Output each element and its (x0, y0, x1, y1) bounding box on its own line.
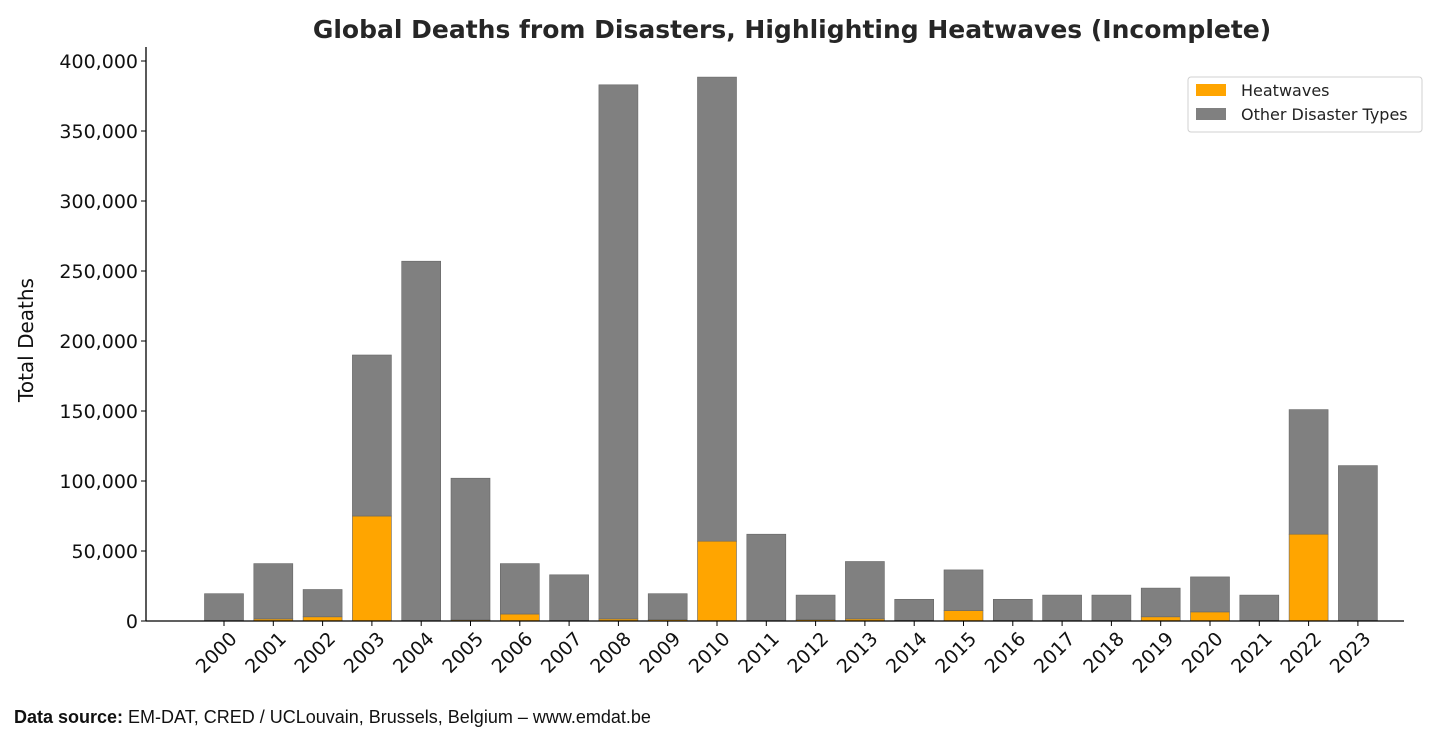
bar-other-2014 (894, 598, 935, 621)
x-tick-label: 2022 (1276, 628, 1326, 678)
bar-other-2021 (1239, 594, 1280, 621)
legend-swatch-other (1196, 108, 1226, 120)
y-tick-label: 100,000 (59, 471, 138, 493)
bar-other-2007 (549, 574, 589, 621)
y-tick-label: 50,000 (72, 541, 138, 563)
bar-other-2020 (1190, 576, 1230, 613)
bar-other-2000 (204, 593, 244, 622)
data-source-note: Data source: EM-DAT, CRED / UCLouvain, B… (14, 707, 651, 728)
x-tick-label: 2003 (340, 628, 390, 678)
bar-other-2012 (795, 594, 836, 620)
bar-other-2016 (992, 598, 1033, 621)
bar-other-2002 (302, 589, 343, 618)
chart-title: Global Deaths from Disasters, Highlighti… (313, 15, 1271, 44)
x-tick-label: 2001 (241, 628, 291, 678)
y-tick-label: 400,000 (59, 51, 138, 73)
y-tick-label: 250,000 (59, 261, 138, 283)
bar-heatwaves-2010 (697, 540, 737, 622)
x-tick-label: 2020 (1178, 628, 1228, 678)
y-tick-label: 0 (126, 611, 138, 633)
bar-other-2009 (647, 593, 688, 620)
x-tick-label: 2002 (290, 628, 340, 678)
bar-other-2015 (943, 569, 984, 611)
legend-label-other: Other Disaster Types (1241, 105, 1408, 124)
bar-heatwaves-2022 (1288, 533, 1329, 622)
legend-box (1187, 76, 1423, 133)
x-tick-label: 2008 (586, 628, 636, 678)
x-tick-label: 2018 (1079, 628, 1129, 678)
x-tick-label: 2013 (833, 628, 883, 678)
y-tick-label: 200,000 (59, 331, 138, 353)
x-tick-label: 2011 (734, 628, 784, 678)
x-tick-label: 2005 (438, 628, 488, 678)
bar-other-2022 (1288, 409, 1329, 535)
x-tick-label: 2015 (931, 628, 981, 678)
x-tick-label: 2010 (685, 628, 735, 678)
bar-other-2004 (401, 260, 442, 622)
legend-label-heatwaves: Heatwaves (1241, 81, 1330, 100)
x-tick-label: 2023 (1326, 628, 1376, 678)
bar-other-2010 (697, 76, 737, 542)
x-tick-label: 2006 (488, 628, 538, 678)
data-source-label: Data source: (14, 707, 124, 727)
x-tick-label: 2000 (192, 628, 242, 678)
bar-other-2003 (352, 354, 392, 517)
y-tick-label: 350,000 (59, 121, 138, 143)
y-axis-label: Total Deaths (14, 278, 38, 403)
x-tick-label: 2012 (783, 628, 833, 678)
bar-other-2018 (1091, 594, 1132, 622)
y-tick-label: 300,000 (59, 191, 138, 213)
x-tick-label: 2021 (1227, 628, 1277, 678)
legend: Heatwaves Other Disaster Types (1187, 76, 1423, 133)
bar-other-2019 (1140, 587, 1181, 618)
x-tick-label: 2019 (1128, 628, 1178, 678)
x-tick-label: 2016 (981, 628, 1031, 678)
bar-heatwaves-2006 (499, 613, 540, 622)
bar-other-2008 (598, 84, 639, 620)
bar-heatwaves-2020 (1190, 611, 1230, 622)
x-tick-label: 2004 (389, 628, 439, 678)
bar-other-2023 (1338, 465, 1378, 621)
bar-heatwaves-2015 (943, 610, 984, 622)
bar-other-2001 (253, 563, 294, 620)
x-tick-label: 2007 (537, 628, 587, 678)
x-tick-label: 2014 (882, 628, 932, 678)
data-source-text: EM-DAT, CRED / UCLouvain, Brussels, Belg… (123, 707, 651, 727)
bar-heatwaves-2003 (352, 515, 392, 622)
bars-layer (204, 76, 1378, 622)
bar-other-2013 (845, 561, 885, 620)
bar-other-2006 (499, 563, 540, 615)
x-tick-label: 2009 (635, 628, 685, 678)
legend-swatch-heatwaves (1196, 84, 1226, 96)
bar-other-2017 (1042, 594, 1082, 622)
x-tick-label: 2017 (1030, 628, 1080, 678)
bar-other-2005 (450, 477, 491, 621)
bar-other-2011 (746, 533, 787, 622)
y-tick-label: 150,000 (59, 401, 138, 423)
